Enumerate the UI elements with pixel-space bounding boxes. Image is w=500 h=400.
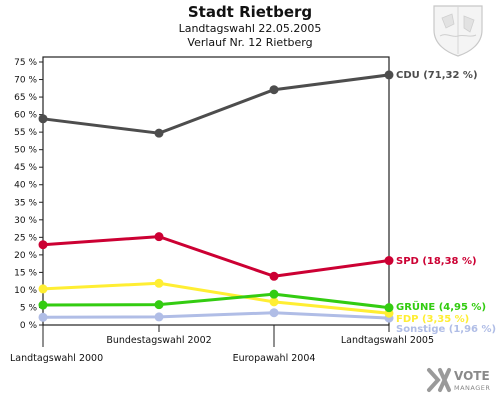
y-tick-label: 55 %	[14, 128, 37, 138]
series-line-grüne	[42, 292, 390, 310]
data-point-cdu	[154, 128, 164, 138]
data-point-sonstige	[269, 308, 279, 318]
series-label-sonstige: Sonstige (1,96 %)	[396, 324, 496, 335]
data-point-grüne	[269, 289, 279, 299]
data-point-fdp	[154, 278, 164, 288]
data-point-spd	[269, 271, 279, 281]
y-tick-label: 10 %	[14, 286, 37, 296]
y-tick-label: 20 %	[14, 251, 37, 261]
series-line-fdp	[42, 281, 390, 315]
x-tick-label: Europawahl 2004	[233, 353, 316, 364]
logo-text: VOTE	[454, 369, 490, 383]
y-tick-label: 0 %	[20, 321, 38, 331]
y-tick-label: 25 %	[14, 233, 37, 243]
chart-subtitle-2: Verlauf Nr. 12 Rietberg	[187, 36, 313, 49]
series-labels: CDU (71,32 %) SPD (18,38 %) FDP (3,35 %)GR…	[396, 70, 496, 335]
logo-subtext: MANAGER	[454, 384, 491, 392]
data-point-grüne	[154, 300, 164, 310]
plot-frame	[42, 56, 390, 326]
coat-of-arms-icon	[433, 5, 483, 57]
data-point-spd	[38, 240, 48, 250]
series-group	[38, 70, 394, 323]
y-axis: 0 % 5 % 10 % 15 % 20 % 25 % 30 % 35 % 40 % 45 % 50…	[14, 58, 43, 331]
y-tick-label: 40 %	[14, 181, 37, 191]
y-tick-label: 15 %	[14, 268, 37, 278]
data-point-grüne	[38, 300, 48, 310]
series-label-cdu: CDU (71,32 %)	[396, 70, 478, 81]
x-tick-label: Landtagswahl 2000	[10, 353, 103, 364]
data-point-cdu	[269, 85, 279, 95]
x-tick-label: Bundestagswahl 2002	[106, 335, 211, 346]
data-point-spd	[154, 232, 164, 242]
data-point-sonstige	[38, 312, 48, 322]
series-label-fdp: FDP (3,35 %)	[396, 314, 469, 325]
y-tick-label: 5 %	[20, 303, 38, 313]
data-point-cdu	[38, 114, 48, 124]
vote-manager-logo-icon	[427, 368, 451, 392]
y-tick-label: 70 %	[14, 76, 37, 86]
series-label-spd: SPD (18,38 %)	[396, 256, 477, 267]
y-tick-label: 35 %	[14, 198, 37, 208]
y-tick-label: 30 %	[14, 216, 37, 226]
data-point-grüne	[384, 303, 394, 313]
x-tick-label: Landtagswahl 2005	[341, 335, 434, 346]
series-label-grüne: GRÜNE (4,95 %)	[396, 299, 486, 313]
series-line-spd	[42, 235, 390, 278]
y-tick-label: 50 %	[14, 146, 37, 156]
y-tick-label: 60 %	[14, 111, 37, 121]
y-tick-label: 65 %	[14, 93, 37, 103]
data-point-sonstige	[154, 312, 164, 322]
chart-subtitle: Landtagswahl 22.05.2005	[178, 22, 322, 35]
y-tick-label: 75 %	[14, 58, 37, 68]
series-line-sonstige	[42, 311, 390, 320]
data-point-fdp	[269, 297, 279, 307]
series-line-cdu	[42, 73, 390, 135]
data-point-spd	[384, 256, 394, 266]
data-point-fdp	[38, 284, 48, 294]
chart-title: Stadt Rietberg	[187, 3, 313, 21]
data-point-cdu	[384, 70, 394, 80]
y-tick-label: 45 %	[14, 163, 37, 173]
